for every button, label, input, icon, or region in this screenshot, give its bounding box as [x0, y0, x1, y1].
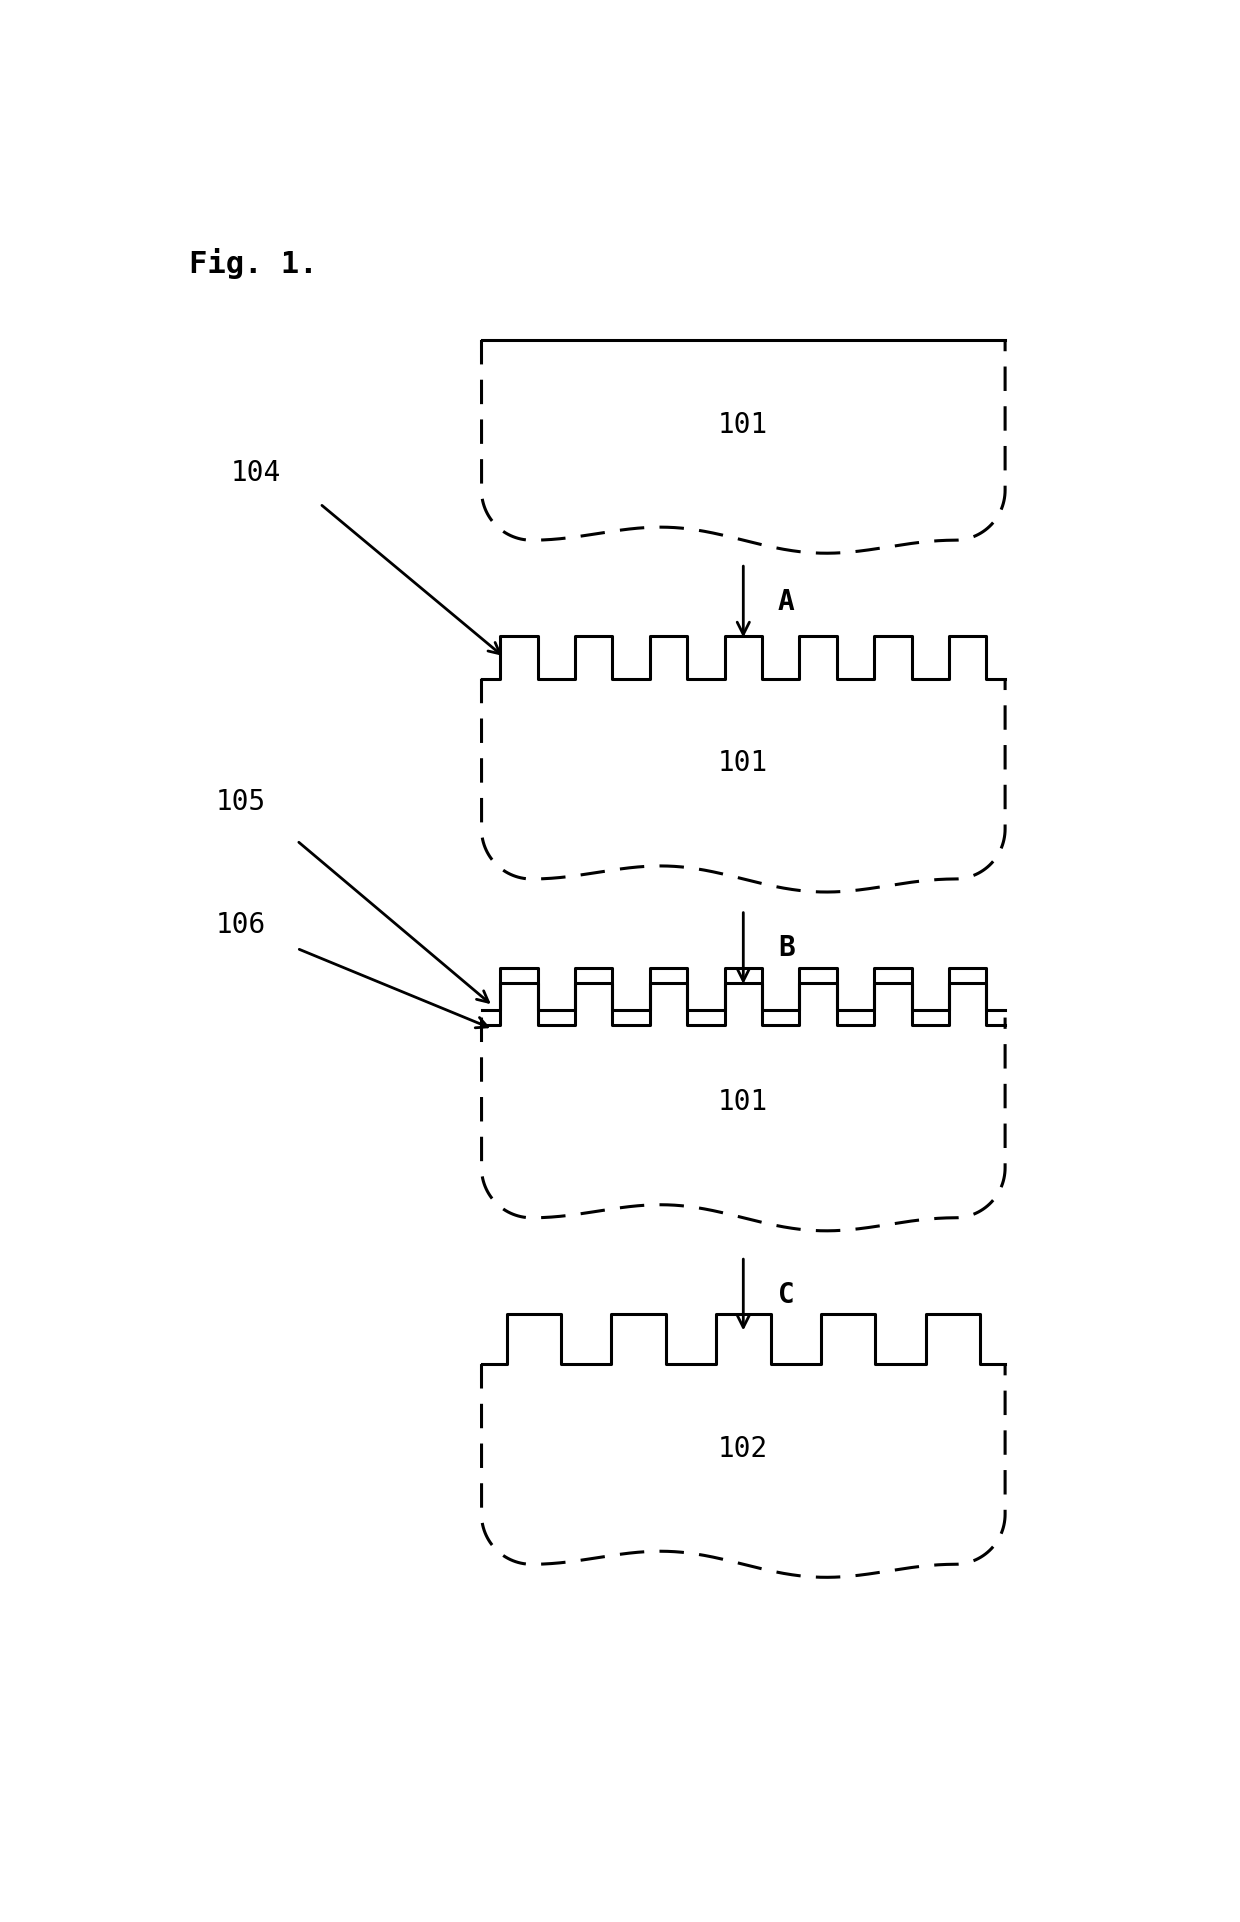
Text: C: C: [777, 1280, 795, 1309]
Text: B: B: [777, 934, 795, 963]
Text: 101: 101: [718, 750, 769, 778]
Text: 106: 106: [216, 911, 265, 940]
Text: A: A: [777, 588, 795, 615]
Text: 101: 101: [718, 1088, 769, 1117]
Text: 102: 102: [718, 1436, 769, 1463]
Text: Fig. 1.: Fig. 1.: [188, 248, 317, 279]
Text: 104: 104: [231, 459, 281, 486]
Text: 105: 105: [216, 788, 265, 817]
Text: 101: 101: [718, 411, 769, 438]
